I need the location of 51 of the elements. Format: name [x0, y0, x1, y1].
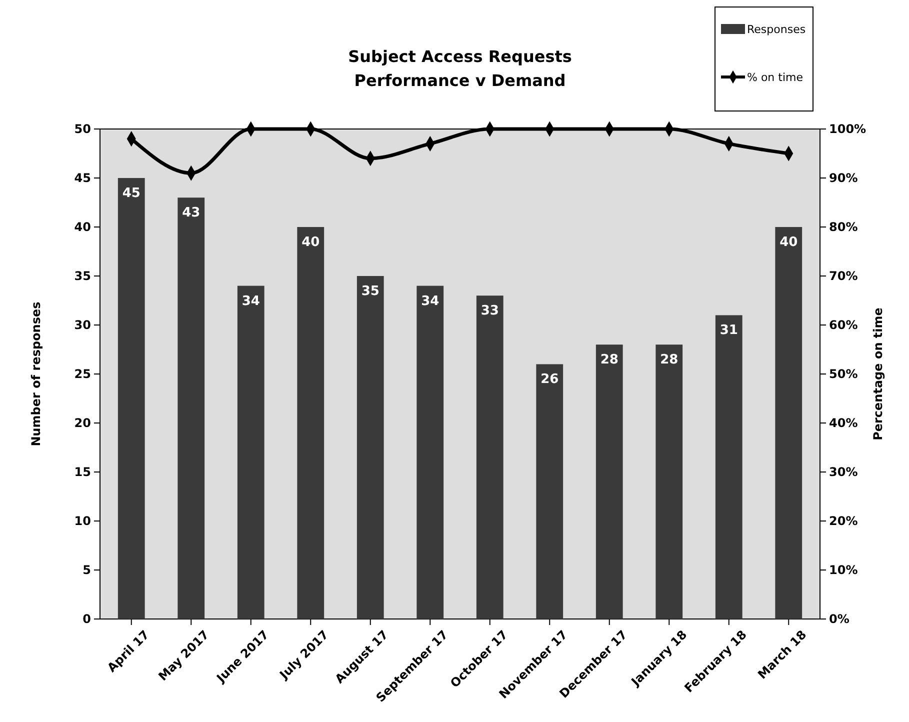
y2-tick-label: 40%: [829, 416, 858, 430]
y-tick-label: 35: [74, 268, 91, 283]
y-tick-label: 30: [74, 318, 91, 332]
y2-tick-label: 0%: [829, 612, 850, 626]
data-label: 28: [660, 352, 678, 368]
y2-tick-label: 100%: [829, 122, 866, 136]
bar: [715, 315, 742, 619]
bar: [237, 286, 264, 619]
bar: [536, 364, 564, 619]
y-axis-title: Number of responses: [29, 302, 43, 446]
y2-tick-label: 50%: [829, 366, 858, 381]
data-label: 45: [122, 186, 140, 201]
y2-axis-title: Percentage on time: [871, 308, 885, 440]
data-label: 34: [242, 294, 260, 309]
bar: [775, 227, 802, 619]
y-tick-label: 45: [74, 170, 91, 185]
data-label: 43: [182, 206, 200, 221]
chart-title: Subject Access Requests Performance v Demand: [348, 47, 572, 90]
y-tick-label: 50: [74, 122, 91, 136]
bar: [356, 276, 384, 619]
bar: [297, 227, 324, 619]
data-label: 40: [780, 235, 798, 250]
y-tick-label: 10: [74, 514, 91, 528]
bar: [656, 344, 683, 619]
bar: [178, 198, 205, 619]
y-tick-label: 15: [74, 464, 91, 479]
data-label: 40: [302, 235, 320, 250]
y2-tick-label: 80%: [829, 220, 858, 234]
legend-label: Responses: [747, 23, 806, 36]
data-label: 33: [480, 304, 499, 319]
data-label: 31: [720, 323, 738, 338]
y-tick-label: 25: [74, 366, 91, 381]
bar: [416, 286, 444, 619]
y-tick-label: 0: [82, 612, 91, 626]
bar: [476, 296, 504, 619]
y-tick-label: 20: [74, 416, 91, 430]
data-label: 35: [361, 284, 380, 299]
data-label: 28: [600, 352, 618, 368]
y-tick-label: 40: [74, 220, 91, 234]
data-label: 26: [540, 372, 559, 388]
data-label: 34: [421, 294, 440, 309]
legend-label: % on time: [747, 71, 804, 84]
y2-tick-label: 30%: [829, 464, 858, 479]
y2-tick-label: 90%: [829, 170, 858, 185]
y2-tick-label: 70%: [829, 268, 858, 283]
y2-tick-label: 60%: [829, 318, 858, 332]
bar: [596, 344, 623, 619]
y2-tick-label: 20%: [829, 514, 858, 528]
y-tick-label: 5: [82, 562, 91, 577]
bar: [118, 178, 145, 619]
y2-tick-label: 10%: [829, 562, 858, 577]
